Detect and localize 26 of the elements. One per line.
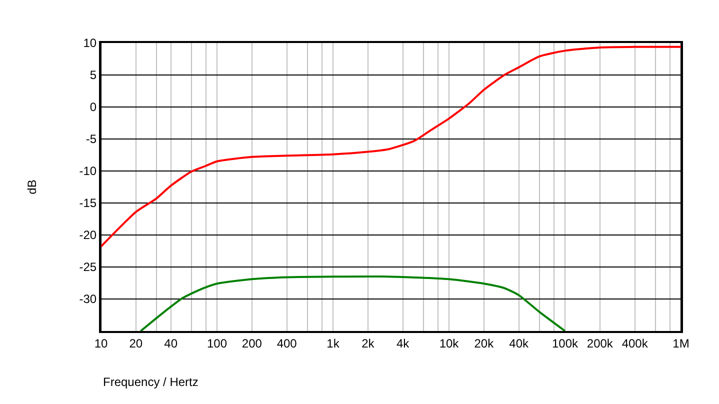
x-tick-label: 1M <box>672 336 690 350</box>
x-tick-label: 10k <box>439 336 460 350</box>
y-tick-label: -5 <box>86 132 97 146</box>
y-tick-label: 0 <box>90 100 97 114</box>
y-tick-label: -15 <box>79 196 97 210</box>
y-tick-label: -25 <box>79 260 97 274</box>
y-tick-label: -30 <box>79 292 97 306</box>
x-tick-label: 4k <box>396 336 410 350</box>
y-tick-label: -10 <box>79 164 97 178</box>
y-tick-label: -20 <box>79 228 97 242</box>
x-tick-label: 20k <box>474 336 495 350</box>
x-axis-title: Frequency / Hertz <box>103 375 198 389</box>
x-tick-label: 400 <box>276 336 298 350</box>
x-tick-label: 100k <box>552 336 580 350</box>
x-tick-label: 200 <box>242 336 262 350</box>
x-tick-label: 200k <box>586 336 614 350</box>
x-tick-label: 40k <box>509 336 530 350</box>
y-tick-label: 5 <box>90 68 97 82</box>
x-tick-label: 20 <box>129 336 143 350</box>
y-axis-title: dB <box>25 180 40 194</box>
x-tick-label: 1k <box>326 336 340 350</box>
y-tick-label: 10 <box>83 36 97 50</box>
x-tick-label: 2k <box>362 336 376 350</box>
x-tick-label: 400k <box>622 336 649 350</box>
x-tick-label: 100 <box>206 336 228 350</box>
x-tick-label: 40 <box>164 336 178 350</box>
